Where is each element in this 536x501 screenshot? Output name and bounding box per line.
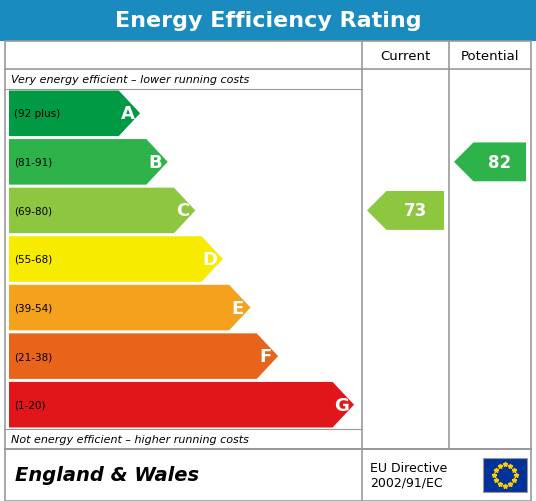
Text: Not energy efficient – higher running costs: Not energy efficient – higher running co… (11, 434, 249, 444)
Text: Energy Efficiency Rating: Energy Efficiency Rating (115, 11, 421, 31)
Text: D: D (203, 250, 218, 269)
Text: 82: 82 (488, 153, 511, 171)
Polygon shape (9, 140, 168, 185)
Text: Current: Current (381, 50, 430, 63)
Polygon shape (367, 191, 444, 230)
Text: A: A (121, 105, 135, 123)
Text: (69-80): (69-80) (14, 206, 52, 216)
Bar (5, 42, 531, 449)
Text: C: C (176, 202, 189, 220)
Polygon shape (9, 237, 223, 282)
Text: (21-38): (21-38) (14, 351, 52, 361)
Polygon shape (454, 143, 526, 182)
Text: E: E (232, 299, 244, 317)
Text: F: F (259, 348, 272, 365)
Text: (1-20): (1-20) (14, 400, 46, 410)
Polygon shape (9, 382, 354, 428)
Text: EU Directive: EU Directive (370, 461, 447, 474)
Text: (81-91): (81-91) (14, 157, 52, 167)
Bar (483, 458, 527, 492)
Text: (55-68): (55-68) (14, 255, 52, 265)
Text: Potential: Potential (461, 50, 519, 63)
Bar (5, 449, 531, 501)
Polygon shape (9, 188, 195, 234)
Polygon shape (9, 285, 250, 331)
Polygon shape (9, 334, 278, 379)
Text: Very energy efficient – lower running costs: Very energy efficient – lower running co… (11, 75, 249, 85)
Polygon shape (9, 91, 140, 137)
Text: 2002/91/EC: 2002/91/EC (370, 475, 443, 488)
Text: G: G (334, 396, 349, 414)
Text: England & Wales: England & Wales (15, 465, 199, 484)
Text: B: B (148, 153, 162, 171)
Text: (39-54): (39-54) (14, 303, 52, 313)
Bar (0, 0, 536, 42)
Text: (92 plus): (92 plus) (14, 109, 60, 119)
Text: 73: 73 (404, 202, 427, 220)
